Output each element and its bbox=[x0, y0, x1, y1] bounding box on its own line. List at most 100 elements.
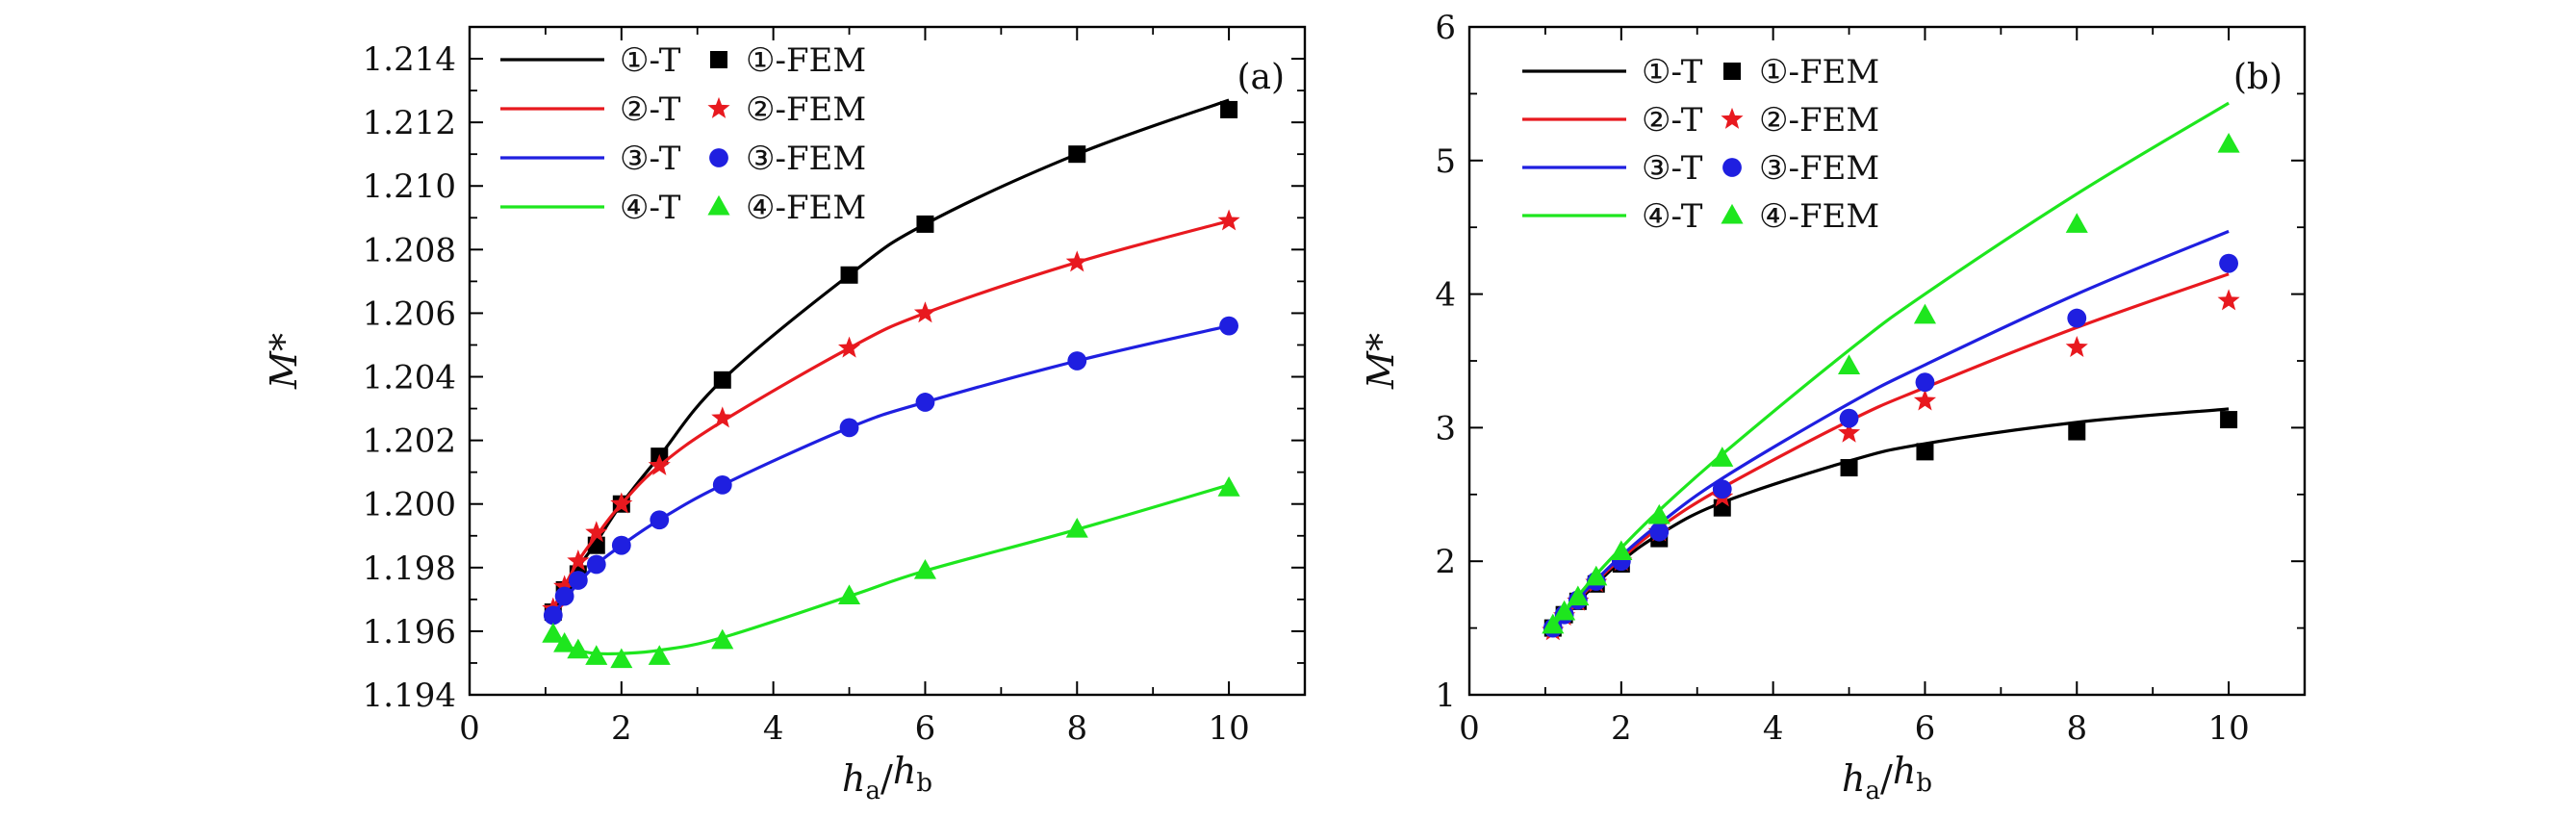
data-point-circle-2 bbox=[568, 571, 588, 590]
legend-marker-label: ④-FEM bbox=[1759, 197, 1879, 236]
data-point-circle-5 bbox=[650, 510, 670, 530]
x-axis-title-subscript: b bbox=[916, 769, 932, 798]
x-axis-title-part: h bbox=[893, 750, 916, 792]
data-point-circle-6 bbox=[1712, 479, 1732, 499]
data-point-circle-5 bbox=[1649, 522, 1670, 542]
data-point-triangle-1 bbox=[1553, 600, 1576, 621]
data-point-square-9 bbox=[1068, 145, 1086, 164]
data-point-triangle-9 bbox=[2065, 213, 2088, 233]
data-point-circle-0 bbox=[543, 605, 563, 626]
x-axis-title-part: / bbox=[1880, 757, 1893, 800]
y-tick-label: 1 bbox=[1435, 677, 1456, 715]
legend-marker-label: ③-FEM bbox=[746, 140, 866, 178]
y-tick-label: 1.196 bbox=[363, 613, 456, 652]
data-point-star-5 bbox=[648, 453, 671, 475]
data-point-circle-4 bbox=[611, 535, 631, 555]
data-point-triangle-7 bbox=[1838, 354, 1861, 375]
x-axis-title: ha/hb bbox=[1842, 750, 1932, 805]
data-point-triangle-0 bbox=[542, 623, 565, 643]
data-point-triangle-10 bbox=[2217, 132, 2240, 153]
x-axis-title-part: / bbox=[880, 757, 893, 800]
legend-marker-label: ①-FEM bbox=[1759, 53, 1879, 91]
y-tick-label: 1.212 bbox=[363, 104, 456, 142]
y-tick-label: 4 bbox=[1435, 276, 1456, 315]
data-point-circle-7 bbox=[1839, 408, 1859, 428]
legend-marker-star bbox=[1721, 107, 1744, 129]
x-tick-label: 0 bbox=[1459, 709, 1480, 748]
data-point-circle-3 bbox=[586, 554, 606, 575]
legend-line-label: ②-T bbox=[620, 90, 681, 129]
data-point-star-10 bbox=[1217, 209, 1240, 231]
legend-line-label: ④-T bbox=[620, 189, 681, 227]
legend-marker-label: ①-FEM bbox=[746, 41, 866, 80]
x-tick-label: 2 bbox=[1611, 709, 1632, 748]
data-point-triangle-10 bbox=[1217, 476, 1240, 497]
data-point-triangle-5 bbox=[648, 645, 671, 665]
y-tick-label: 1.200 bbox=[363, 486, 456, 524]
x-axis-title-subscript: a bbox=[1866, 777, 1881, 805]
data-point-star-8 bbox=[913, 301, 937, 323]
x-tick-label: 0 bbox=[459, 709, 480, 748]
plot-frame bbox=[468, 25, 1307, 697]
legend-line-label: ②-T bbox=[1642, 101, 1703, 140]
y-tick-label: 1.208 bbox=[363, 231, 456, 269]
legend-marker-star bbox=[707, 96, 730, 118]
y-tick-label: 1.214 bbox=[363, 40, 456, 79]
data-point-triangle-8 bbox=[913, 558, 936, 579]
data-point-star-6 bbox=[711, 406, 734, 428]
data-point-square-10 bbox=[1220, 100, 1238, 118]
y-axis-title: M* bbox=[263, 333, 305, 390]
data-point-triangle-2 bbox=[1567, 585, 1590, 606]
chart-panel-a: 0 2 4 6 8 10 1.194 1.196 1.198 1.200 1.202 1.204 1.2… bbox=[263, 25, 1307, 805]
panel-tag: (b) bbox=[2233, 58, 2283, 97]
legend: ①-T ①-FEM ②-T ②-FEM ③-T ③-FEM ④-T ④-FEM bbox=[500, 41, 866, 227]
data-point-star-7 bbox=[837, 336, 861, 358]
y-tick-label: 1.202 bbox=[363, 422, 456, 461]
legend-line-label: ③-T bbox=[620, 140, 681, 178]
y-tick-label: 1.198 bbox=[363, 550, 456, 588]
data-point-triangle-4 bbox=[610, 648, 633, 669]
data-point-triangle-8 bbox=[1913, 303, 1936, 324]
series-line-2 bbox=[551, 219, 1230, 610]
y-axis-title: M* bbox=[1360, 333, 1402, 390]
y-tick-label: 3 bbox=[1435, 409, 1456, 447]
y-tick-label: 6 bbox=[1435, 9, 1456, 47]
x-tick-label: 4 bbox=[1763, 709, 1784, 748]
series-group bbox=[542, 98, 1240, 669]
data-point-star-4 bbox=[610, 492, 633, 514]
y-tick-label: 1.206 bbox=[363, 294, 456, 333]
panel-tag: (a) bbox=[1237, 58, 1285, 97]
legend-line-label: ①-T bbox=[620, 41, 681, 80]
x-tick-label: 8 bbox=[2066, 709, 2087, 748]
data-point-circle-7 bbox=[839, 418, 859, 438]
data-point-triangle-6 bbox=[711, 628, 734, 650]
data-point-star-7 bbox=[1837, 421, 1861, 443]
data-point-triangle-2 bbox=[567, 638, 590, 659]
legend-marker-circle bbox=[709, 148, 728, 167]
data-point-circle-9 bbox=[1067, 351, 1087, 371]
data-point-star-9 bbox=[1065, 250, 1088, 272]
x-axis-title-part: h bbox=[1842, 757, 1865, 800]
x-tick-label: 2 bbox=[611, 709, 632, 748]
data-point-triangle-6 bbox=[1711, 447, 1734, 467]
data-point-square-6 bbox=[713, 371, 731, 389]
legend-marker-label: ③-FEM bbox=[1759, 149, 1879, 188]
plot-frame bbox=[1467, 25, 2307, 697]
legend-marker-label: ④-FEM bbox=[746, 189, 866, 227]
data-point-square-9 bbox=[2068, 422, 2086, 441]
x-axis-title-subscript: b bbox=[1916, 769, 1932, 798]
data-point-square-10 bbox=[2220, 411, 2238, 429]
x-tick-label: 10 bbox=[1208, 709, 1249, 748]
x-axis-title-subscript: a bbox=[866, 777, 881, 805]
legend-marker-square bbox=[710, 51, 727, 68]
x-tick-label: 8 bbox=[1066, 709, 1087, 748]
data-point-circle-8 bbox=[915, 393, 935, 412]
data-point-triangle-3 bbox=[1585, 565, 1608, 586]
legend-marker-circle bbox=[1722, 158, 1742, 177]
series-line-3 bbox=[1551, 229, 2230, 629]
y-tick-label: 2 bbox=[1435, 543, 1456, 581]
data-point-circle-10 bbox=[1219, 316, 1238, 336]
series-line-4 bbox=[551, 483, 1230, 656]
data-point-star-1 bbox=[553, 575, 576, 597]
